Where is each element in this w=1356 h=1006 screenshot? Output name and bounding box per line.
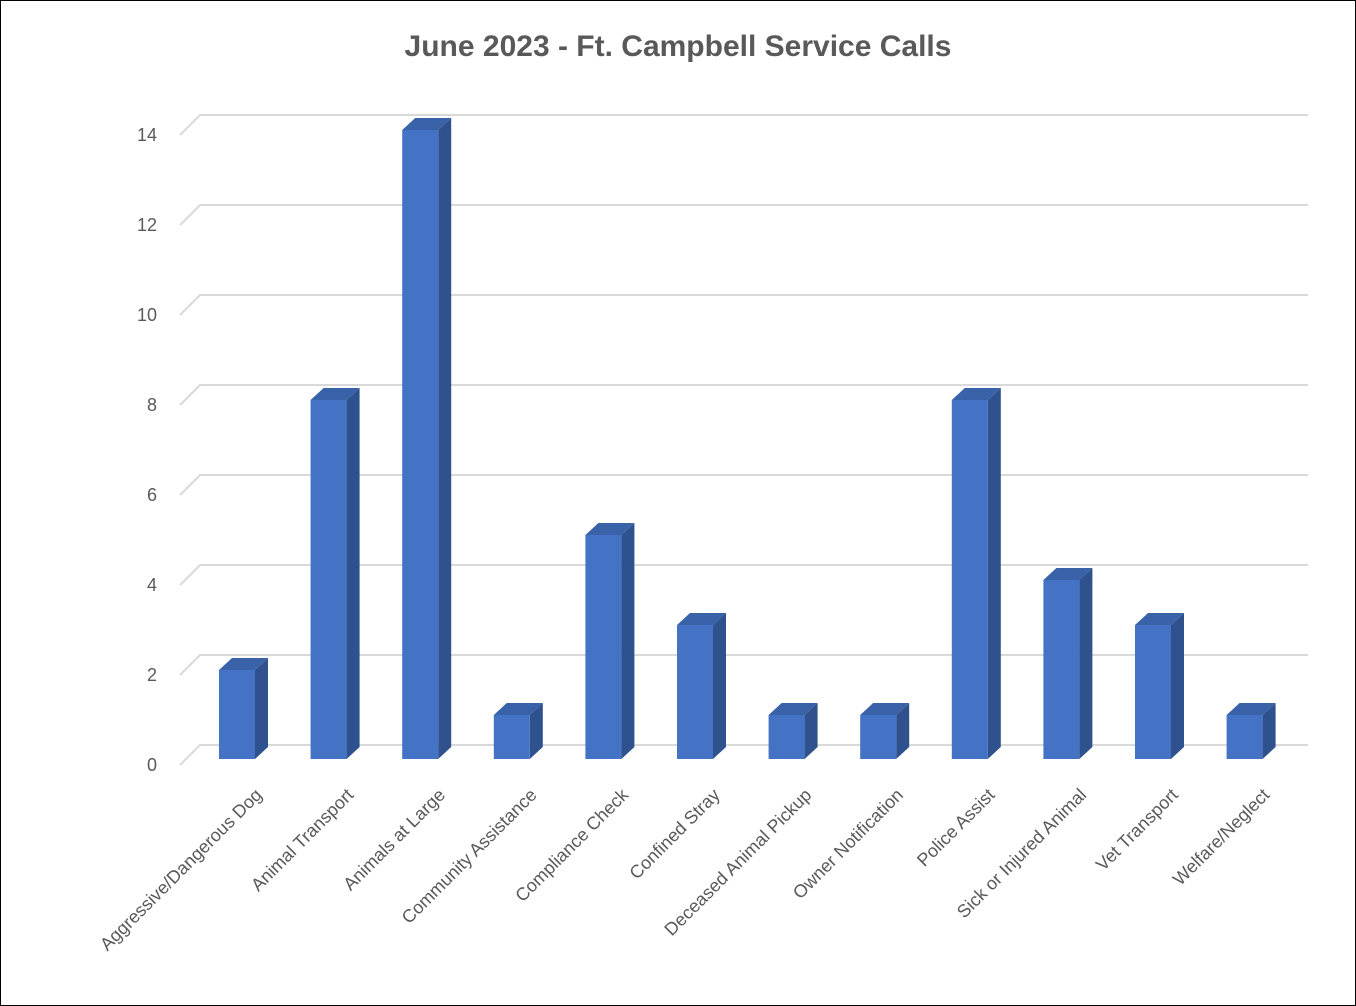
bar-side-face: [987, 388, 1001, 759]
bar-front-face: [1135, 625, 1171, 759]
bar-front-face: [677, 625, 713, 759]
bar-side-face: [529, 703, 543, 759]
bar-top-face: [219, 658, 268, 670]
bar-animals-at-large: [402, 118, 452, 759]
bar-side-face: [621, 523, 635, 759]
y-tick-label-12: 12: [137, 215, 157, 235]
gridline-12: [179, 204, 1308, 226]
bar-side-face: [713, 613, 726, 759]
gridline-2: [179, 654, 1308, 676]
bar-side-face: [804, 703, 818, 759]
bar-aggressive-dangerous-dog: [219, 658, 268, 759]
bar-deceased-animal-pickup: [768, 703, 818, 759]
x-tick-label-confined-stray: Confined Stray: [625, 785, 723, 883]
bar-vet-transport: [1135, 613, 1184, 759]
bar-top-face: [402, 118, 452, 130]
bar-compliance-check: [585, 523, 635, 759]
gridline-10: [179, 294, 1308, 316]
x-tick-label-welfare-neglect: Welfare/Neglect: [1169, 785, 1273, 889]
bar-front-face: [860, 715, 897, 759]
bar-front-face: [585, 535, 622, 759]
y-tick-label-0: 0: [147, 755, 157, 775]
bar-side-face: [1171, 613, 1184, 759]
bar-side-face: [255, 658, 268, 759]
bar-animal-transport: [310, 388, 360, 759]
bar-front-face: [768, 715, 805, 759]
bar-owner-notification: [860, 703, 910, 759]
gridline-4: [179, 564, 1308, 586]
gridlines: [179, 114, 1308, 766]
bar-front-face: [951, 400, 988, 759]
bar-sick-or-injured-animal: [1043, 568, 1093, 759]
bar-top-face: [1226, 703, 1276, 715]
bar-side-face: [438, 118, 452, 759]
y-tick-label-14: 14: [137, 125, 157, 145]
x-tick-label-aggressive-dangerous-dog: Aggressive/Dangerous Dog: [96, 785, 266, 955]
bar-top-face: [310, 388, 360, 400]
y-tick-label-2: 2: [147, 665, 157, 685]
gridline-14: [179, 114, 1308, 136]
gridline-8: [179, 384, 1308, 406]
bar-side-face: [896, 703, 910, 759]
bars: [219, 118, 1276, 759]
gridline-0: [179, 744, 1308, 766]
bar-side-face: [346, 388, 360, 759]
bar-front-face: [493, 715, 530, 759]
bar-front-face: [402, 130, 439, 759]
chart-title: June 2023 - Ft. Campbell Service Calls: [404, 30, 952, 63]
bar-top-face: [585, 523, 635, 535]
y-tick-label-8: 8: [147, 395, 157, 415]
bar-top-face: [768, 703, 818, 715]
bar-community-assistance: [493, 703, 543, 759]
x-tick-label-deceased-animal-pickup: Deceased Animal Pickup: [660, 785, 815, 940]
bar-front-face: [219, 670, 255, 759]
bar-top-face: [1135, 613, 1184, 625]
bar-top-face: [860, 703, 910, 715]
bar-police-assist: [951, 388, 1001, 759]
bar-side-face: [1262, 703, 1276, 759]
bar-side-face: [1079, 568, 1093, 759]
gridline-6: [179, 474, 1308, 496]
bar-welfare-neglect: [1226, 703, 1276, 759]
bar-top-face: [1043, 568, 1093, 580]
bar-top-face: [493, 703, 543, 715]
y-axis-ticks: 0 2 4 6 8 10 12 14: [137, 125, 157, 775]
bar-confined-stray: [677, 613, 726, 759]
bar-front-face: [310, 400, 347, 759]
bar-top-face: [951, 388, 1001, 400]
y-tick-label-4: 4: [147, 575, 157, 595]
bar-front-face: [1043, 580, 1080, 759]
y-tick-label-6: 6: [147, 485, 157, 505]
x-tick-label-police-assist: Police Assist: [913, 785, 999, 871]
y-tick-label-10: 10: [137, 305, 157, 325]
bar-top-face: [677, 613, 726, 625]
bar-front-face: [1226, 715, 1263, 759]
x-tick-label-vet-transport: Vet Transport: [1092, 785, 1182, 875]
